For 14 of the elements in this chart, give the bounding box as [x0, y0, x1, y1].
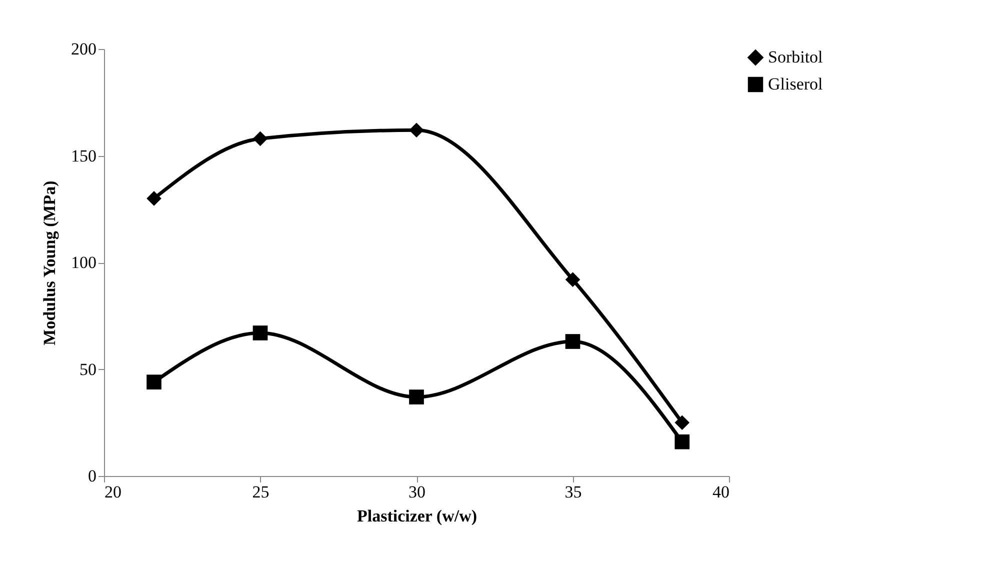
x-tick-label: 25 [252, 482, 270, 502]
y-tick-label: 0 [88, 466, 96, 486]
y-tick-label: 150 [71, 146, 96, 166]
legend-label: Sorbitol [768, 48, 824, 66]
y-tick-label: 50 [80, 360, 96, 379]
x-tick-label: 20 [104, 482, 122, 502]
y-tick-label: 200 [71, 40, 96, 58]
x-axis-title: Plasticizer (w/w) [356, 506, 478, 526]
x-tick-label: 30 [408, 482, 426, 502]
y-axis-title: Modulus Young (MPa) [40, 180, 59, 346]
x-tick-label: 40 [712, 482, 730, 502]
legend-label: Gliserol [768, 74, 824, 94]
x-tick-label: 35 [564, 482, 582, 502]
y-tick-label: 100 [71, 253, 96, 272]
